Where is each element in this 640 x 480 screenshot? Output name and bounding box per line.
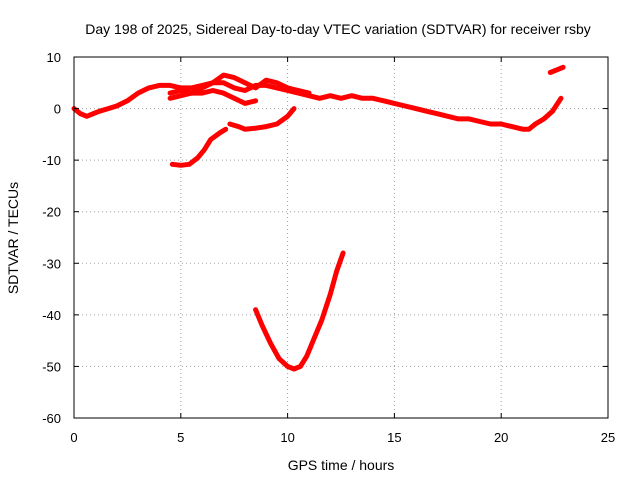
series-line-track-main xyxy=(71,80,564,132)
series-line-track-mid-segment xyxy=(227,106,297,132)
x-tick-label: 10 xyxy=(280,430,294,445)
grid-layer xyxy=(74,57,608,418)
x-tick-label: 15 xyxy=(387,430,401,445)
y-tick-label: -60 xyxy=(42,411,61,426)
x-tick-label: 0 xyxy=(70,430,77,445)
x-tick-label: 5 xyxy=(177,430,184,445)
x-tick-label: 20 xyxy=(494,430,508,445)
y-tick-label: -30 xyxy=(42,256,61,271)
y-tick-label: -50 xyxy=(42,359,61,374)
x-tick-label: 25 xyxy=(601,430,615,445)
series-line-track-lower-branch xyxy=(167,88,259,106)
x-axis-label: GPS time / hours xyxy=(288,457,395,473)
series-line-track-rising-arc xyxy=(169,126,229,168)
series-layer xyxy=(71,64,566,372)
series-line-track-deep-dip xyxy=(253,250,346,372)
y-axis-label: SDTVAR / TECUs xyxy=(5,182,21,294)
plot-frame xyxy=(73,56,609,419)
y-tick-label: 10 xyxy=(47,50,61,65)
y-tick-label: -10 xyxy=(42,153,61,168)
chart-title: Day 198 of 2025, Sidereal Day-to-day VTE… xyxy=(85,21,591,37)
tick-layer: 0 5 10 15 20 25 10 0 -10 -20 -30 -40 -50 -60 xyxy=(42,50,615,445)
y-tick-label: -20 xyxy=(42,205,61,220)
y-tick-label: 0 xyxy=(54,102,61,117)
y-tick-label: -40 xyxy=(42,308,61,323)
series-line-track-late-upper xyxy=(547,64,566,75)
